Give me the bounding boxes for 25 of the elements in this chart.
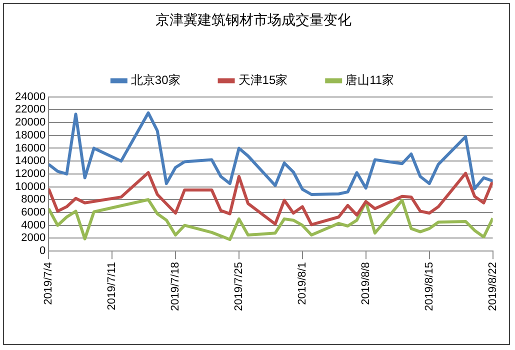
y-tick-label: 2000	[21, 232, 46, 244]
legend-label: 天津15家	[238, 73, 288, 88]
y-tick-label: 20000	[14, 116, 46, 129]
y-tick-label: 8000	[21, 194, 46, 206]
y-tick-label: 12000	[14, 168, 46, 180]
y-tick-label: 18000	[14, 129, 46, 142]
x-tick-label: 2019/7/25	[232, 262, 245, 311]
y-tick-label: 10000	[14, 180, 46, 193]
chart-title: 京津冀建筑钢材市场成交量变化	[156, 11, 352, 28]
x-tick-label: 2019/7/11	[106, 262, 118, 310]
legend-label: 北京30家	[130, 73, 180, 88]
y-tick-label: 14000	[14, 155, 46, 168]
x-tick-label: 2019/8/15	[423, 262, 436, 311]
legend-label: 唐山11家	[346, 73, 394, 88]
y-tick-label: 16000	[14, 142, 46, 154]
y-tick-label: 0	[39, 245, 46, 258]
x-tick-label: 2019/7/4	[42, 262, 55, 305]
y-tick-label: 24000	[14, 90, 46, 103]
x-tick-label: 2019/7/18	[170, 262, 182, 311]
y-tick-label: 4000	[21, 219, 46, 232]
x-tick-label: 2019/8/22	[486, 262, 499, 311]
y-tick-label: 6000	[21, 206, 46, 219]
x-tick-label: 2019/8/8	[360, 262, 372, 305]
y-tick-label: 22000	[14, 104, 46, 116]
x-tick-label: 2019/8/1	[296, 262, 308, 305]
